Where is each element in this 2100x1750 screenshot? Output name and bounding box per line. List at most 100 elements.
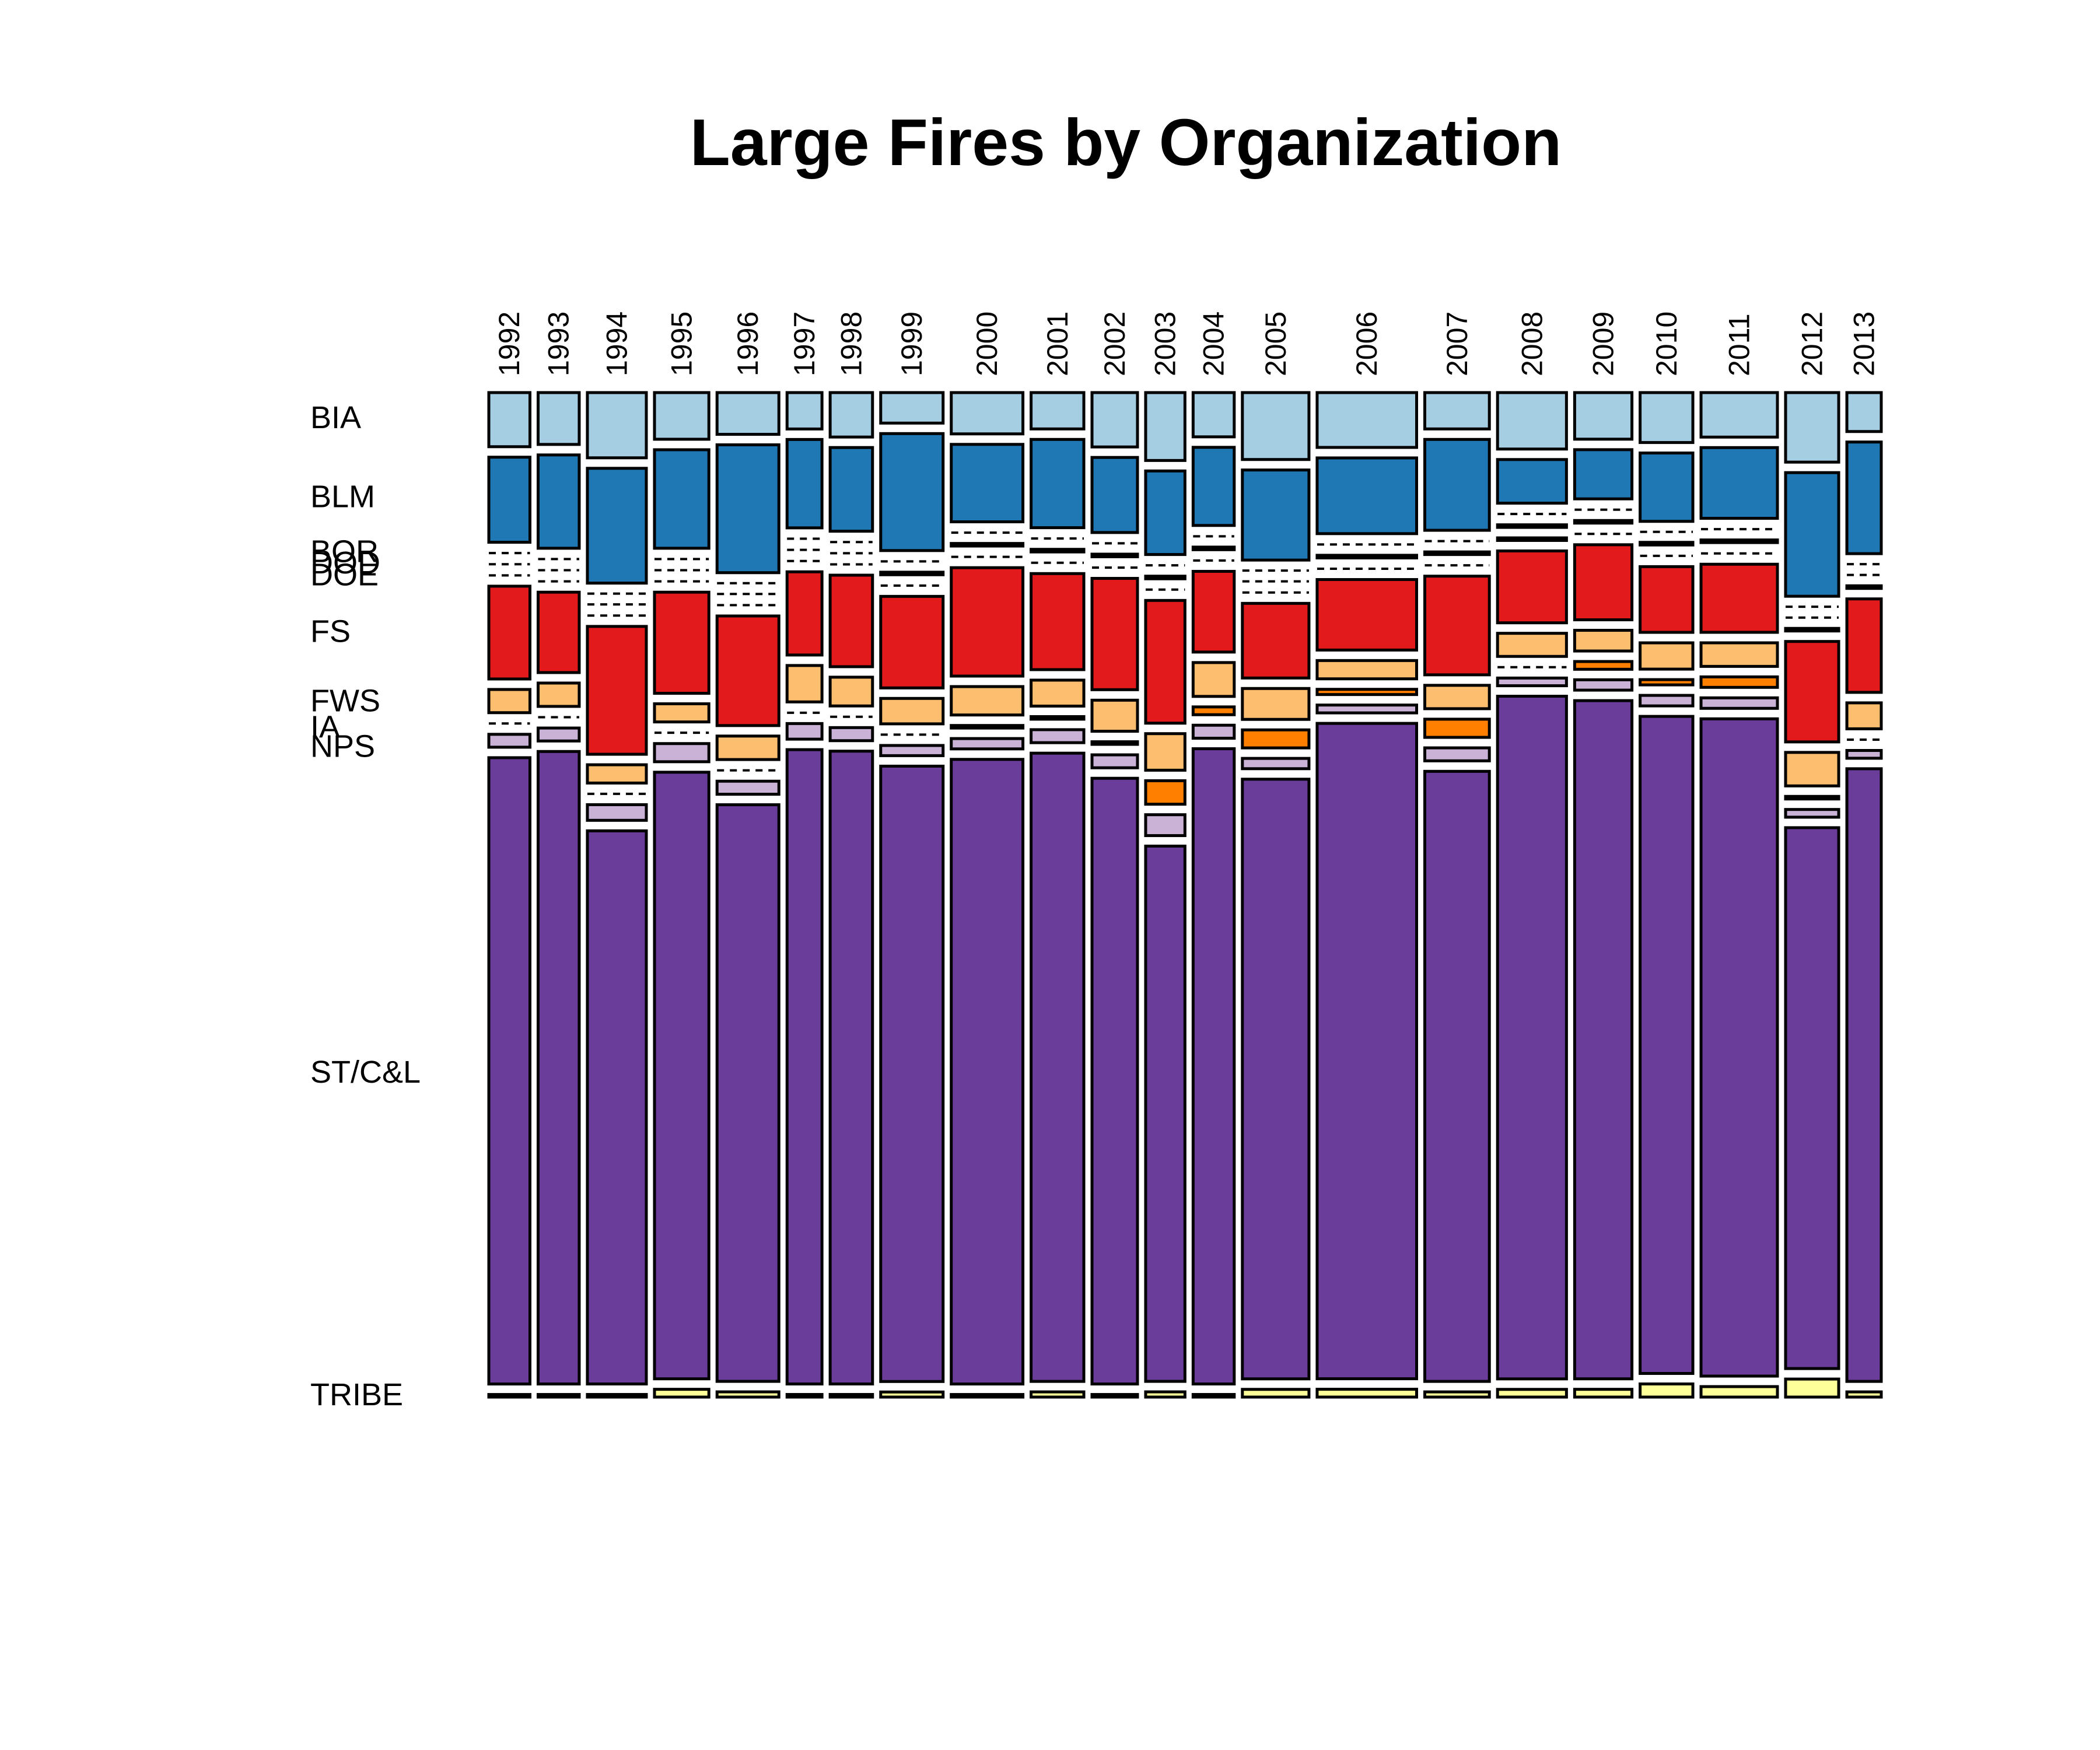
tile-2012-stcl — [1784, 826, 1840, 1370]
tile-2001-stcl — [1030, 751, 1086, 1383]
tile-2013-stcl — [1845, 767, 1883, 1383]
tile-2005-ia — [1241, 728, 1311, 750]
tile-2010-blm — [1639, 452, 1695, 523]
tile-2009-fs — [1573, 543, 1634, 622]
tile-2007-ia — [1423, 718, 1491, 739]
tile-1993-tribe — [536, 1393, 581, 1399]
tile-1994-fws — [586, 763, 648, 785]
tile-2006-bia — [1315, 391, 1419, 449]
tile-2003-fws — [1144, 732, 1186, 772]
tile-2004-fs — [1191, 569, 1236, 654]
column-label-1993: 1993 — [542, 312, 575, 376]
tile-2000-tribe — [950, 1393, 1025, 1399]
column-label-2004: 2004 — [1198, 312, 1230, 376]
tile-2006-fs — [1315, 578, 1419, 652]
tile-2009-nps — [1573, 678, 1634, 692]
column-label-2013: 2013 — [1848, 312, 1881, 376]
tile-1994-fs — [586, 625, 648, 756]
tile-2004-nps — [1191, 723, 1236, 740]
tile-1993-blm — [536, 453, 581, 550]
tile-2004-blm — [1191, 446, 1236, 527]
tile-2002-tribe — [1090, 1393, 1139, 1399]
tile-1996-fws — [715, 734, 780, 761]
row-label-stcl: ST/C&L — [310, 1055, 421, 1090]
chart-title: Large Fires by Organization — [690, 106, 1562, 179]
tile-1994-bia — [586, 391, 648, 460]
tile-2006-fws — [1315, 659, 1419, 681]
tile-2012-tribe — [1784, 1377, 1840, 1399]
tile-1995-fws — [653, 702, 710, 724]
tile-1998-fws — [828, 676, 874, 708]
tile-2010-tribe — [1639, 1382, 1695, 1399]
tile-1995-blm — [653, 448, 710, 550]
tile-2012-blm — [1784, 471, 1840, 598]
column-label-1997: 1997 — [788, 312, 821, 376]
column-label-2010: 2010 — [1650, 312, 1683, 376]
row-label-nps: NPS — [310, 729, 375, 764]
tile-1998-bia — [828, 391, 874, 439]
tile-2008-fws — [1496, 632, 1568, 658]
tile-2010-ia — [1639, 678, 1695, 687]
tile-2011-dod — [1699, 538, 1779, 544]
tile-2009-dod — [1573, 519, 1634, 525]
tile-2007-fws — [1423, 684, 1491, 710]
tile-2007-tribe — [1423, 1390, 1491, 1399]
tile-1992-fws — [487, 688, 531, 715]
tile-2000-stcl — [950, 758, 1025, 1386]
column-label-2009: 2009 — [1587, 312, 1619, 376]
tile-1996-tribe — [715, 1390, 780, 1399]
tile-2001-fs — [1030, 572, 1086, 671]
tile-1993-bia — [536, 391, 581, 446]
tile-1999-stcl — [879, 764, 945, 1383]
tile-2003-nps — [1144, 813, 1186, 837]
tile-2011-ia — [1699, 675, 1779, 689]
column-label-2008: 2008 — [1516, 312, 1548, 376]
tile-1998-fs — [828, 573, 874, 668]
tile-2011-fws — [1699, 641, 1779, 668]
tile-1998-tribe — [828, 1393, 874, 1399]
tile-2005-fws — [1241, 687, 1311, 721]
tile-1999-nps — [879, 744, 945, 757]
tile-2005-tribe — [1241, 1388, 1311, 1399]
tile-1994-blm — [586, 467, 648, 585]
tile-1999-tribe — [879, 1390, 945, 1399]
tile-2013-bia — [1845, 391, 1883, 433]
tile-1995-bia — [653, 391, 710, 441]
tile-2008-dod — [1496, 523, 1568, 529]
column-label-2000: 2000 — [971, 312, 1003, 376]
tile-2003-fs — [1144, 598, 1186, 725]
tile-2000-nps — [950, 737, 1025, 751]
tile-2003-tribe — [1144, 1390, 1186, 1399]
tile-2002-stcl — [1090, 776, 1139, 1386]
column-label-1992: 1992 — [493, 312, 526, 376]
tile-2005-blm — [1241, 468, 1311, 562]
tile-2010-fs — [1639, 565, 1695, 634]
tile-1992-tribe — [487, 1393, 531, 1399]
tile-2012-bia — [1784, 391, 1840, 464]
column-label-1998: 1998 — [835, 312, 867, 376]
tile-2013-tribe — [1845, 1390, 1883, 1399]
tile-1999-bia — [879, 391, 945, 425]
tile-1997-tribe — [785, 1393, 824, 1399]
tile-2000-bia — [950, 391, 1025, 436]
tile-1996-blm — [715, 443, 780, 575]
tile-1997-nps — [785, 722, 824, 741]
tile-2003-bia — [1144, 391, 1186, 462]
row-label-ia: IA — [310, 710, 340, 745]
tile-2002-nps — [1090, 753, 1139, 769]
tile-2006-stcl — [1315, 722, 1419, 1381]
tile-2002-dod — [1090, 552, 1139, 558]
column-label-2003: 2003 — [1149, 312, 1182, 376]
tile-2001-tribe — [1030, 1390, 1086, 1399]
column-label-2001: 2001 — [1041, 312, 1074, 376]
tile-1993-fs — [536, 590, 581, 674]
tile-1993-nps — [536, 726, 581, 743]
tile-1997-stcl — [785, 748, 824, 1386]
tiles — [487, 391, 1883, 1399]
row-label-bia: BIA — [310, 400, 361, 435]
tile-2004-fws — [1191, 661, 1236, 698]
column-label-1996: 1996 — [732, 312, 764, 376]
tile-2006-dod — [1315, 554, 1419, 559]
tile-2005-fs — [1241, 601, 1311, 680]
